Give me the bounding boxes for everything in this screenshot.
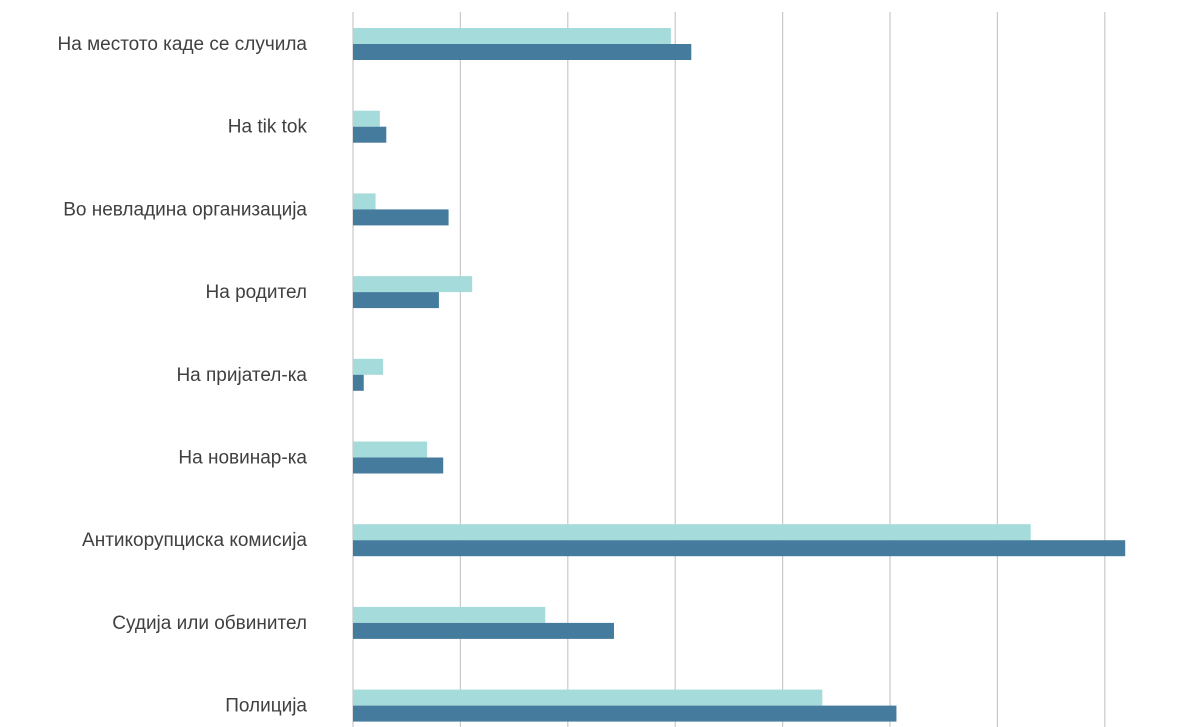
bar-series2-0 [353, 44, 692, 60]
category-label-6: Антикорупциска комисија [82, 530, 307, 551]
bars [353, 28, 1126, 722]
bar-series1-2 [353, 193, 376, 210]
bar-series2-7 [353, 622, 614, 639]
bar-series2-4 [353, 374, 364, 391]
bar-series1-6 [353, 524, 1031, 541]
category-label-3: На родител [206, 282, 308, 303]
bar-series1-0 [353, 28, 671, 44]
bar-series1-7 [353, 606, 546, 623]
category-label-5: На новинар-ка [178, 448, 307, 469]
bar-series2-8 [353, 705, 897, 722]
bar-series1-3 [353, 276, 473, 293]
gridlines [352, 12, 1106, 727]
category-label-2: Во невладина организација [63, 199, 307, 220]
bar-series1-1 [353, 110, 380, 127]
bar-series1-4 [353, 358, 384, 375]
category-labels: На местото каде се случила На tik tok Во н… [58, 34, 308, 717]
bar-series2-3 [353, 292, 439, 309]
bar-series2-1 [353, 126, 387, 143]
category-label-0: На местото каде се случила [58, 34, 308, 55]
category-label-8: Полиција [225, 696, 307, 717]
category-label-7: Судија или обвинител [112, 613, 307, 634]
bar-series2-2 [353, 209, 449, 226]
bar-series2-5 [353, 457, 444, 474]
category-label-4: На пријател-ка [176, 365, 307, 386]
bar-series1-5 [353, 441, 428, 458]
bar-series2-6 [353, 540, 1126, 557]
bar-series1-8 [353, 689, 823, 706]
category-label-1: На tik tok [228, 117, 308, 138]
